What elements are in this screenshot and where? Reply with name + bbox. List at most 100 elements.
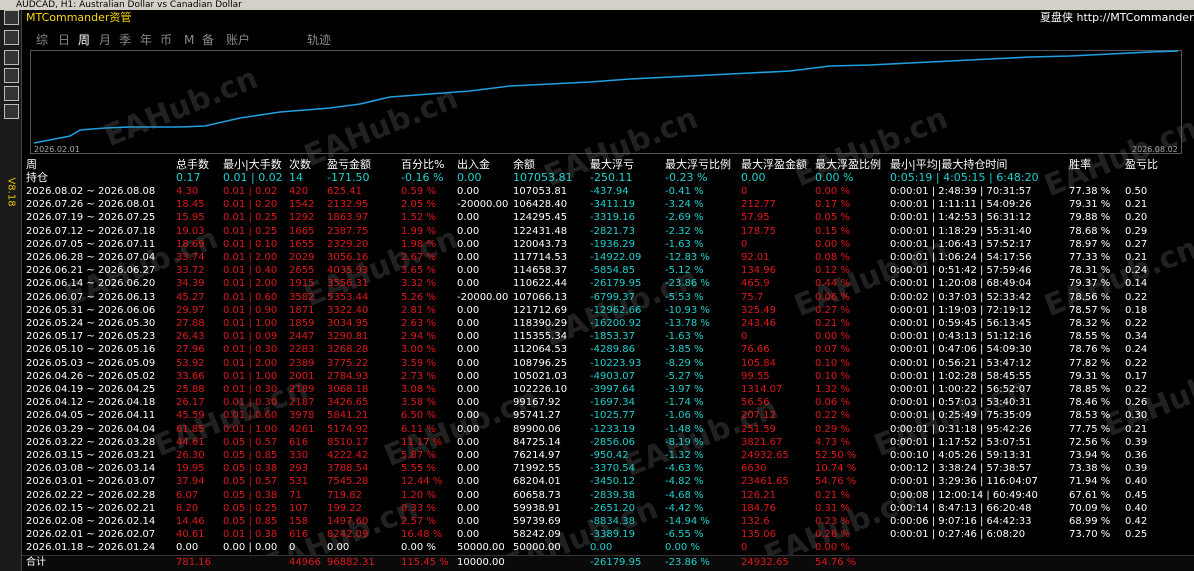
table-cell: 14.46 (176, 516, 205, 527)
table-cell: 1859 (289, 318, 315, 329)
table-cell: -23.86 % (665, 278, 710, 290)
tab[interactable]: 账户 (226, 33, 251, 47)
table-cell: 0.01 | 2.00 (223, 357, 278, 369)
table-cell: 0.00 (457, 502, 480, 514)
table-cell: 53.92 (176, 357, 205, 369)
table-cell: 0:00:01 | 0:25:49 | 75:35:09 (890, 410, 1032, 422)
table-cell: 0.50 (1125, 186, 1148, 197)
tab[interactable]: 币 (160, 33, 173, 47)
tab[interactable]: M (184, 33, 195, 47)
table-cell: 1871 (289, 304, 315, 316)
table-cell: 0.01 | 2.00 (223, 252, 278, 263)
table-cell: 0.00 (457, 529, 480, 541)
table-cell: 5.26 % (401, 291, 436, 303)
table-cell: 2026.03.01 ~ 2026.03.07 (26, 476, 156, 488)
table-cell: 0:00:01 | 1:20:08 | 68:49:04 (890, 278, 1032, 290)
table-cell: 68204.01 (513, 476, 561, 488)
table-cell: 0:00:01 | 1:19:03 | 72:19:12 (890, 304, 1032, 316)
chart-end-label: 2026.08.02 (1132, 145, 1178, 154)
position-cell: 107053.81 (513, 171, 573, 184)
table-cell: 0.06 % (815, 291, 850, 303)
table-cell: 5174.92 (327, 423, 369, 435)
table-cell: 2.73 % (401, 370, 436, 382)
table-cell: 122431.48 (513, 225, 568, 237)
toolbar-icon[interactable] (4, 68, 19, 83)
table-cell: 16.48 % (401, 529, 443, 541)
table-cell: -3389.19 (590, 529, 635, 541)
table-cell: 0.00 (457, 344, 480, 356)
toolbar-icon[interactable] (4, 86, 19, 101)
table-cell: 0.26 (1125, 397, 1148, 409)
table-cell: -26179.95 (590, 278, 642, 290)
table-cell: -12962.66 (590, 304, 642, 316)
tab[interactable]: 轨迹 (307, 33, 332, 47)
position-cell: 0.00 % (815, 171, 854, 184)
table-cell: 0.27 (1125, 238, 1148, 250)
tab[interactable]: 日 (58, 33, 71, 47)
table-cell: 0.00 (457, 450, 480, 461)
table-cell: 0.30 (1125, 410, 1148, 422)
tab[interactable]: 年 (140, 33, 153, 47)
table-cell: 4222.42 (327, 450, 369, 461)
table-cell: 0.05 % (815, 212, 850, 224)
table-cell: 0:00:01 | 1:42:53 | 56:31:12 (890, 212, 1032, 224)
table-cell: 0:00:01 | 0:43:13 | 51:12:16 (890, 331, 1032, 343)
table-cell: 0.01 | 0.20 (223, 199, 278, 211)
table-cell: 107066.13 (513, 291, 568, 303)
tab[interactable]: 月 (99, 33, 112, 47)
total-cell: 24932.65 (741, 557, 789, 568)
table-cell: 2132.95 (327, 199, 369, 211)
table-cell: -3319.16 (590, 212, 635, 224)
table-cell: 3556.31 (327, 278, 369, 290)
table-cell: 0:00:01 | 0:57:03 | 53:40:31 (890, 397, 1032, 409)
table-cell: 59938.91 (513, 502, 561, 514)
table-cell: 0:00:12 | 3:38:24 | 57:38:57 (890, 463, 1032, 475)
table-cell: 3.08 % (401, 384, 436, 395)
table-cell: 107053.81 (513, 186, 568, 197)
tab[interactable]: 周 (78, 33, 91, 47)
toolbar-icon[interactable] (4, 104, 19, 119)
toolbar-icon[interactable] (4, 30, 19, 45)
table-cell: 18.69 (176, 238, 205, 250)
table-cell: 0.01 | 0.25 (223, 212, 278, 224)
table-cell: 1.52 % (401, 212, 436, 224)
table-cell: 2283 (289, 344, 315, 356)
table-cell: 0.00 (457, 397, 480, 409)
table-cell: 3582 (289, 291, 315, 303)
table-cell: 0.01 | 1.00 (223, 423, 278, 435)
column-header: 最大浮亏 (590, 158, 634, 171)
table-cell: 132.6 (741, 516, 770, 527)
table-cell: 0.00 (457, 357, 480, 369)
table-cell: 24932.65 (741, 450, 789, 461)
table-cell: 0.00 (457, 489, 480, 501)
table-cell: 2026.03.15 ~ 2026.03.21 (26, 450, 156, 461)
table-cell: 0.00 (457, 476, 480, 488)
table-cell: 61.85 (176, 423, 205, 435)
toolbar-icon[interactable] (4, 10, 19, 25)
table-cell: 0.20 (1125, 212, 1148, 224)
position-cell: 持仓 (26, 171, 48, 184)
table-cell: 1542 (289, 199, 315, 211)
table-cell: 110622.44 (513, 278, 568, 290)
table-cell: 95741.27 (513, 410, 561, 422)
toolbar-icon[interactable] (4, 50, 19, 65)
tab[interactable]: 季 (119, 33, 132, 47)
table-cell: -14922.09 (590, 252, 642, 263)
table-cell: 78.68 % (1069, 225, 1111, 237)
table-cell: 10.74 % (815, 463, 857, 475)
table-cell: -3.97 % (665, 384, 704, 395)
table-cell: 8242.09 (327, 529, 369, 541)
table-cell: 0.01 | 0.38 (223, 529, 278, 541)
table-cell: 5.55 % (401, 463, 436, 475)
position-cell: -0.23 % (665, 171, 708, 184)
table-cell: 2026.01.18 ~ 2026.01.24 (26, 542, 156, 554)
toolbar: V8.18 (0, 10, 22, 571)
table-cell: 3.32 % (401, 278, 436, 290)
tab[interactable]: 综 (36, 33, 49, 47)
equity-chart (30, 50, 1182, 154)
table-cell: 3068.18 (327, 384, 369, 395)
table-cell: 0.00 (457, 516, 480, 527)
table-cell: 1863.97 (327, 212, 369, 224)
tab[interactable]: 备 (202, 33, 215, 47)
table-cell: 114658.37 (513, 265, 568, 277)
